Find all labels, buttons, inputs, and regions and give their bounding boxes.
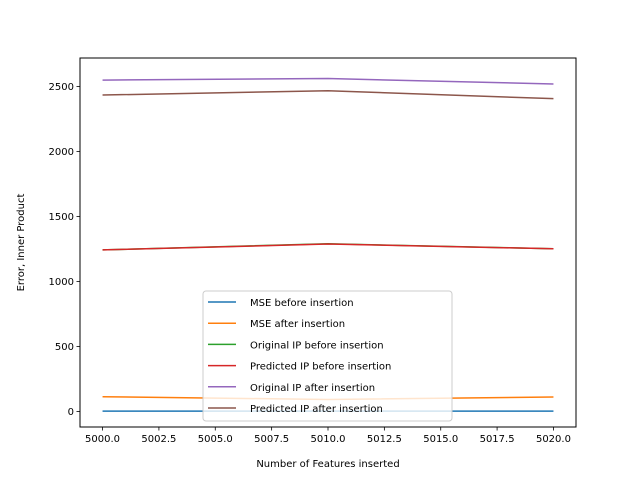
legend-entry: MSE after insertion (250, 319, 345, 330)
y-axis-label: Error, Inner Product (16, 194, 27, 292)
x-tick-label: 5005.0 (198, 434, 233, 445)
y-tick-label: 2000 (49, 147, 74, 158)
x-tick-label: 5010.0 (311, 434, 346, 445)
x-tick-label: 5002.5 (141, 434, 176, 445)
legend-entry: Predicted IP after insertion (250, 404, 383, 415)
series-line-6 (102, 89, 554, 100)
x-tick-label: 5017.5 (480, 434, 515, 445)
legend-entry: MSE before insertion (250, 298, 354, 309)
x-tick-label: 5020.0 (536, 434, 571, 445)
y-tick-label: 0 (68, 407, 74, 418)
x-tick-label: 5012.5 (367, 434, 402, 445)
series-line-4 (102, 243, 554, 251)
series-lines (102, 77, 554, 412)
legend-entry: Original IP after insertion (250, 383, 375, 394)
legend-entry: Predicted IP before insertion (250, 362, 391, 373)
x-tick-label: 5000.0 (85, 434, 120, 445)
y-tick-label: 1500 (49, 212, 74, 223)
legend-entry: Original IP before insertion (250, 340, 384, 351)
y-axis-ticks: 0 500 1000 1500 2000 2500 (49, 82, 80, 418)
y-tick-label: 1000 (49, 277, 74, 288)
legend: MSE before insertion MSE after insertion O… (202, 290, 453, 422)
x-tick-label: 5015.0 (423, 434, 458, 445)
x-tick-label: 5007.5 (254, 434, 289, 445)
x-axis-label: Number of Features inserted (256, 459, 399, 470)
legend-box (202, 290, 453, 422)
series-line-5 (102, 77, 554, 85)
y-tick-label: 500 (55, 342, 74, 353)
x-axis-ticks: 5000.0 5002.5 5005.0 5007.5 5010.0 5012.5 5015… (85, 427, 571, 445)
y-tick-label: 2500 (49, 82, 74, 93)
